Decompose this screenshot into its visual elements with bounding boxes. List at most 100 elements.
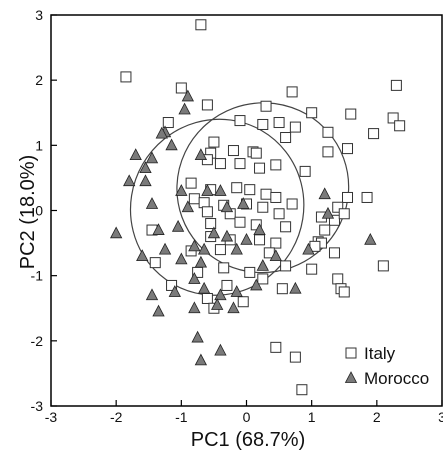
morocco-point (188, 239, 201, 252)
italy-point (198, 197, 210, 209)
italy-point (188, 193, 200, 205)
axis-ticks: -3 -2 -1 0 1 2 3 -3 -2 -1 0 1 2 3 (31, 7, 443, 425)
morocco-point (289, 281, 302, 294)
morocco-point (194, 255, 208, 268)
morocco-point (240, 232, 253, 245)
morocco-point (220, 200, 234, 213)
legend-label-italy: Italy (364, 344, 396, 363)
italy-point (299, 165, 311, 177)
x-tick-label: -1 (175, 409, 188, 425)
italy-point (270, 191, 282, 203)
italy-point (166, 279, 178, 291)
italy-point (342, 143, 354, 155)
italy-point (227, 145, 239, 157)
morocco-point (168, 285, 181, 297)
morocco-point (321, 206, 335, 219)
morocco-point (181, 89, 195, 102)
morocco-point (158, 242, 172, 255)
morocco-point (171, 219, 185, 232)
italy-point (214, 158, 226, 170)
morocco-point (145, 151, 159, 164)
italy-point (273, 117, 285, 129)
morocco-point (230, 242, 243, 255)
morocco-point (139, 174, 152, 187)
italy-point (377, 260, 389, 272)
morocco-point (269, 249, 282, 262)
morocco-point (220, 229, 234, 242)
italy-point (306, 107, 318, 119)
data-points (110, 19, 406, 396)
italy-point (201, 292, 213, 304)
x-axis-title: PC1 (68.7%) (191, 429, 306, 451)
italy-point (214, 244, 226, 256)
italy-point (280, 260, 292, 272)
x-tick-label: 3 (438, 409, 443, 425)
italy-point (244, 266, 256, 278)
italy-point (280, 132, 292, 144)
italy-point (361, 191, 373, 203)
italy-point (237, 296, 249, 308)
italy-point (254, 162, 266, 174)
italy-point (254, 234, 266, 246)
morocco-point (197, 242, 211, 255)
morocco-point (145, 197, 159, 209)
y-tick-label: -2 (31, 333, 44, 349)
y-tick-label: -3 (31, 398, 44, 414)
morocco-point (152, 223, 165, 235)
italy-point (342, 191, 354, 203)
morocco-point (175, 252, 188, 265)
morocco-point (214, 184, 227, 196)
italy-point (162, 117, 174, 129)
morocco-point (318, 187, 331, 200)
italy-point (368, 128, 380, 140)
morocco-point (227, 301, 240, 314)
italy-point (195, 19, 207, 31)
morocco-point (211, 298, 224, 310)
morocco-point (197, 281, 211, 294)
y-tick-label: -1 (31, 268, 44, 284)
italy-point (328, 214, 340, 226)
morocco-point (207, 226, 221, 239)
italy-point (289, 351, 301, 363)
italy-point (208, 136, 220, 148)
morocco-point (214, 288, 227, 301)
morocco-point (110, 226, 123, 239)
italy-point (306, 263, 318, 275)
morocco-point (129, 148, 142, 161)
italy-point (270, 341, 282, 353)
italy-point (120, 71, 132, 83)
italy-point (276, 283, 288, 295)
italy-point (201, 206, 213, 218)
italy-point (390, 79, 402, 91)
italy-point (319, 224, 331, 236)
italy-point (234, 115, 246, 127)
italy-point (234, 158, 246, 170)
x-tick-label: -2 (110, 409, 123, 425)
italy-point (332, 201, 344, 213)
x-tick-label: -3 (45, 409, 58, 425)
morocco-point (136, 249, 149, 262)
legend: Italy Morocco (344, 344, 429, 388)
morocco-point (237, 197, 250, 209)
morocco-point (145, 288, 159, 301)
italy-point (257, 118, 269, 130)
y-axis-title: PC2 (18.0%) (17, 155, 39, 270)
italy-point (185, 177, 197, 189)
italy-point (250, 147, 262, 159)
morocco-point (165, 138, 178, 151)
italy-point (322, 126, 334, 138)
italy-point (231, 182, 243, 194)
morocco-point (152, 304, 165, 317)
ellipse-italy (176, 102, 350, 274)
italy-point (149, 257, 161, 269)
y-tick-label: 2 (35, 72, 43, 88)
italy-point (218, 262, 230, 274)
italy-point (260, 188, 272, 200)
italy-point (332, 273, 344, 285)
morocco-point (194, 148, 208, 161)
morocco-point (364, 232, 377, 245)
italy-point (270, 159, 282, 171)
italy-point (270, 237, 282, 249)
italy-point (296, 384, 308, 396)
